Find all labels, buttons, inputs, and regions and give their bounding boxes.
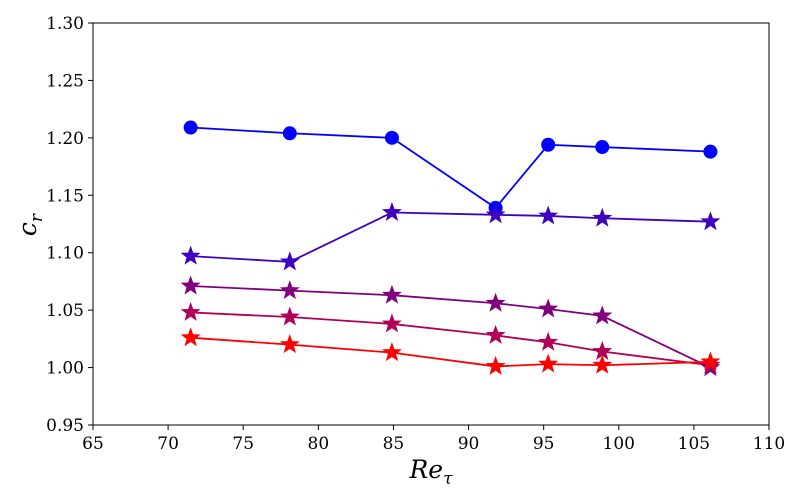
x-tick-label: 85 — [383, 434, 405, 454]
data-point — [538, 205, 559, 225]
data-point — [381, 202, 402, 222]
data-point — [700, 351, 721, 371]
x-tick-label: 110 — [753, 434, 785, 454]
data-point — [595, 140, 610, 155]
data-point — [538, 331, 559, 351]
data-point — [282, 126, 297, 141]
y-axis-label: cr — [13, 213, 47, 236]
data-point — [703, 144, 718, 159]
y-tick-label: 1.25 — [46, 71, 84, 91]
series-4 — [180, 301, 721, 374]
y-tick-label: 1.20 — [46, 129, 84, 149]
data-point — [180, 327, 201, 347]
series-2 — [180, 202, 721, 271]
data-point — [592, 207, 613, 227]
data-point — [381, 313, 402, 333]
data-point — [279, 306, 300, 326]
data-point — [541, 137, 556, 152]
y-tick-label: 1.10 — [46, 244, 84, 264]
x-axis-label: Reτ — [408, 455, 453, 489]
data-point — [381, 284, 402, 304]
x-tick-label: 75 — [232, 434, 254, 454]
series-line — [190, 311, 711, 367]
y-tick-label: 1.05 — [46, 301, 84, 321]
data-point — [538, 298, 559, 318]
data-point — [381, 342, 402, 362]
data-point — [279, 251, 300, 271]
data-point — [384, 130, 399, 145]
x-tick-label: 95 — [533, 434, 555, 454]
y-axis: 0.95 1.00 1.05 1.10 1.15 1.20 1.25 1.30 — [46, 14, 93, 436]
x-tick-label: 100 — [603, 434, 635, 454]
data-point — [592, 340, 613, 360]
data-point — [279, 334, 300, 354]
plot-marks — [180, 120, 721, 377]
series-line — [190, 336, 711, 368]
plot-frame — [92, 22, 770, 426]
data-point — [700, 211, 721, 231]
y-tick-label: 1.00 — [46, 359, 84, 379]
data-point — [180, 275, 201, 295]
x-tick-label: 105 — [678, 434, 710, 454]
x-tick-label: 80 — [308, 434, 330, 454]
data-point — [485, 204, 506, 224]
data-point — [592, 305, 613, 325]
data-point — [279, 280, 300, 300]
series-line — [190, 211, 711, 263]
x-tick-label: 65 — [82, 434, 104, 454]
data-point — [485, 324, 506, 344]
data-point — [485, 292, 506, 312]
series-line — [190, 126, 711, 210]
data-point — [180, 245, 201, 265]
x-axis: 65 70 75 80 85 90 95 100 105 110 — [82, 425, 785, 454]
series-1 — [183, 120, 718, 215]
y-tick-label: 1.30 — [46, 14, 84, 34]
y-tick-label: 1.15 — [46, 186, 84, 206]
data-point — [485, 355, 506, 375]
data-point — [180, 301, 201, 321]
data-point — [592, 354, 613, 374]
data-point — [538, 353, 559, 373]
y-tick-label: 0.95 — [46, 416, 84, 436]
x-tick-label: 90 — [458, 434, 480, 454]
data-point — [183, 120, 198, 135]
x-tick-label: 70 — [157, 434, 179, 454]
series-5 — [180, 327, 721, 375]
